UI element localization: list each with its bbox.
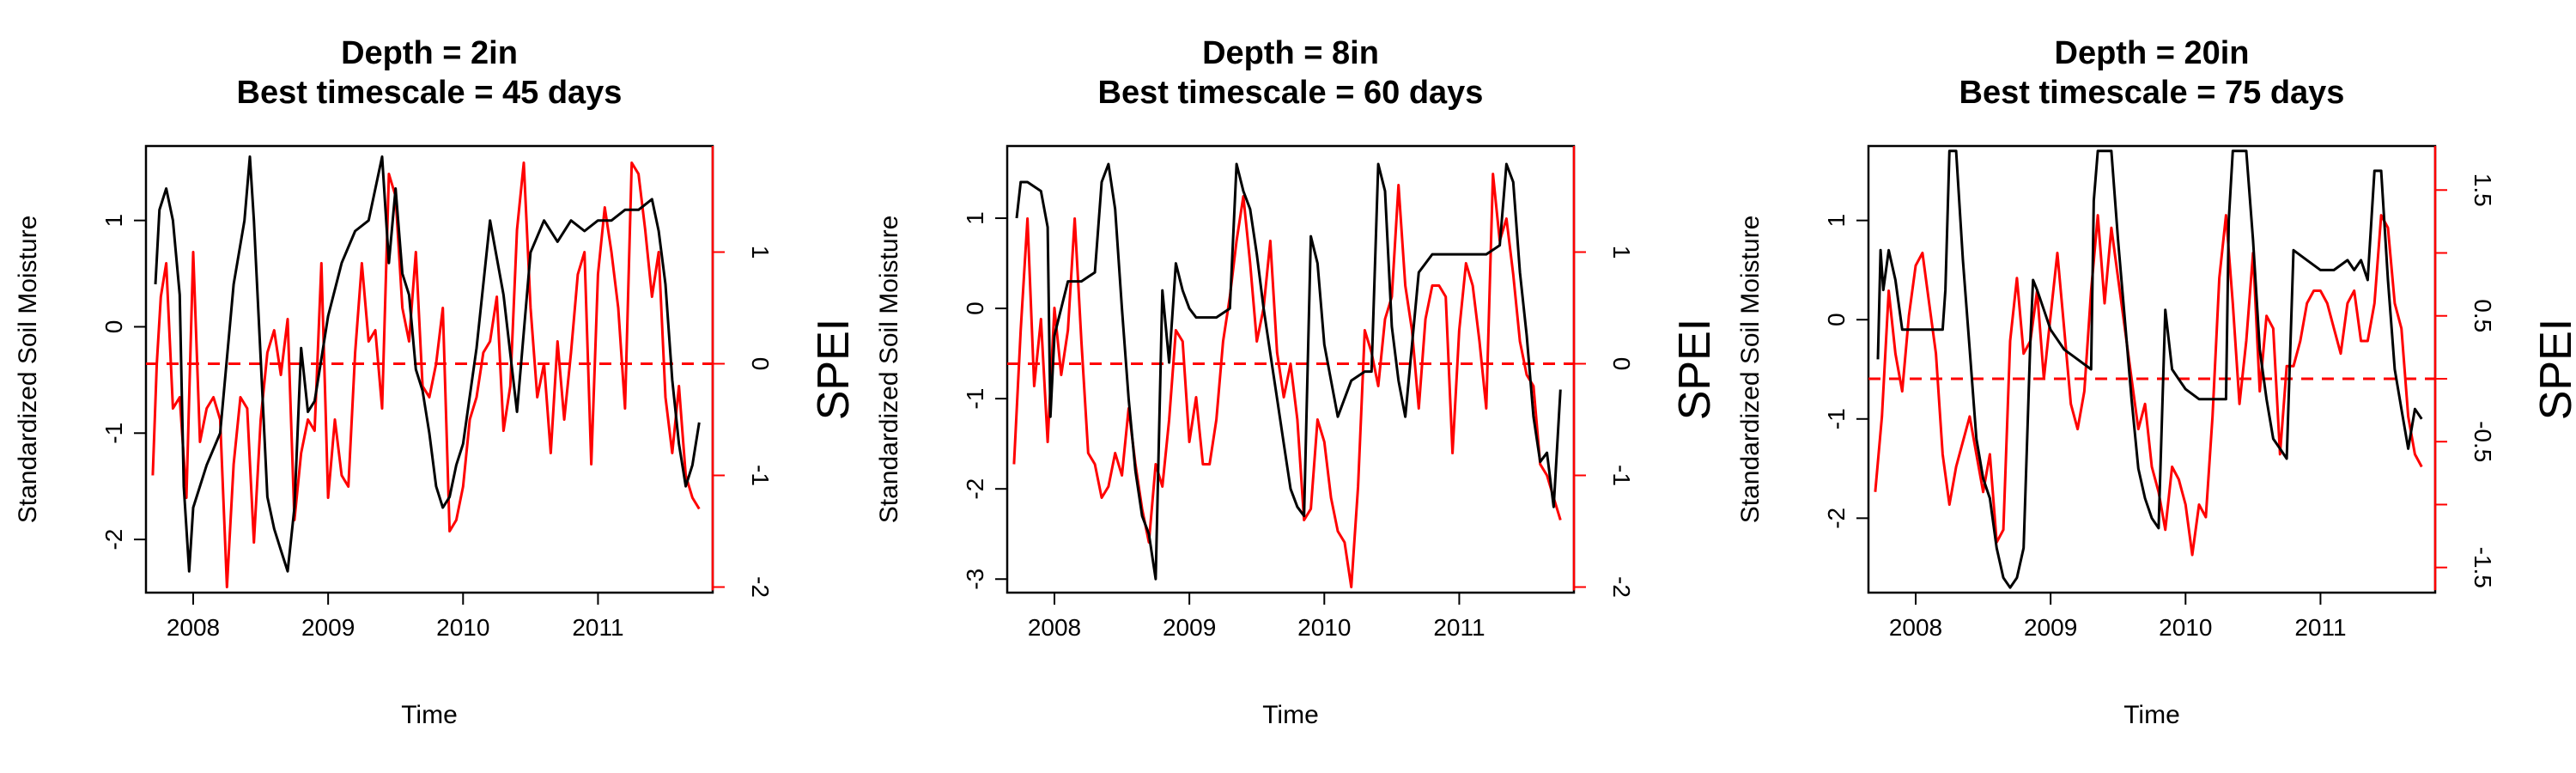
y-axis-title-left: Standardized Soil Moisture [14, 216, 42, 524]
y-left-tick-label: 1 [1823, 214, 1850, 228]
x-tick-label: 2010 [436, 614, 489, 641]
y-right-tick-label: -0.5 [2470, 421, 2496, 462]
x-axis-title: Time [1262, 701, 1319, 729]
y-left-tick-label: 1 [962, 211, 988, 225]
spei-series-line [1874, 214, 2423, 557]
panel-title-line-2: Best timescale = 45 days [237, 75, 623, 111]
y-right-tick-label: -1.5 [2470, 547, 2496, 588]
x-tick-label: 2011 [2294, 614, 2346, 641]
y-right-tick-label: -1 [1608, 465, 1635, 486]
y-axis-title-left: Standardized Soil Moisture [1736, 216, 1765, 524]
x-tick-label: 2008 [167, 614, 220, 641]
spei-series-layer [151, 161, 701, 588]
panel-title-line-1: Depth = 8in [1202, 35, 1379, 71]
y-left-tick-label: 0 [100, 320, 127, 334]
y-left-tick-label: -1 [962, 388, 988, 410]
y-axis-title-right: SPEI [2531, 319, 2576, 421]
y-left-tick-label: -3 [962, 569, 988, 590]
panel-depth-2in: Depth = 2in Best timescale = 45 days Tim… [14, 35, 859, 729]
panel-title-line-1: Depth = 2in [341, 35, 518, 71]
spei-series-line [1012, 173, 1562, 588]
soil-moisture-series-line [1015, 162, 1562, 581]
y-left-tick-label: -1 [1823, 408, 1850, 429]
x-tick-label: 2009 [1163, 614, 1216, 641]
y-right-tick-label: -2 [1608, 576, 1635, 598]
soil-moisture-series-line [1876, 149, 2423, 589]
y-right-tick-label: 0.5 [2470, 299, 2496, 332]
y-left-tick-label: 1 [100, 214, 127, 228]
y-left-tick-label: 0 [1823, 313, 1850, 326]
x-axis-title: Time [401, 701, 458, 729]
panel-title-line-2: Best timescale = 75 days [1959, 75, 2345, 111]
y-left-tick-label: -2 [1823, 508, 1850, 529]
x-tick-label: 2010 [1297, 614, 1351, 641]
x-axis-title: Time [2123, 701, 2180, 729]
y-right-tick-label: 0 [747, 357, 774, 371]
x-tick-label: 2011 [572, 614, 623, 641]
x-tick-label: 2009 [2024, 614, 2077, 641]
y-axis-title-left: Standardized Soil Moisture [875, 216, 903, 524]
soil-moisture-series-line [154, 155, 701, 573]
y-right-tick-label: -1 [747, 465, 774, 486]
y-right-tick-label: -2 [747, 576, 774, 598]
x-tick-label: 2010 [2159, 614, 2212, 641]
panel-title-line-1: Depth = 20in [2055, 35, 2250, 71]
axes-layer: 2008 2009 2010 2011 -2 -1 0 1 -1.5 -0.5 0.5 1.5 [1823, 144, 2496, 641]
soil-series-layer [154, 155, 701, 573]
y-axis-title-right: SPEI [1670, 319, 1720, 421]
y-right-tick-label: 1 [747, 246, 774, 259]
y-right-tick-label: 0 [1608, 357, 1635, 371]
panel-title-line-2: Best timescale = 60 days [1098, 75, 1484, 111]
spei-series-line [151, 161, 701, 588]
axes-layer: 2008 2009 2010 2011 -3 -2 -1 0 1 -2 -1 0 1 [962, 144, 1635, 641]
panel-depth-20in: Depth = 20in Best timescale = 75 days Ti… [1736, 35, 2576, 729]
y-axis-title-right: SPEI [809, 319, 859, 421]
y-left-tick-label: -1 [100, 423, 127, 444]
x-tick-label: 2008 [1889, 614, 1942, 641]
soil-series-layer [1015, 162, 1562, 581]
x-tick-label: 2009 [301, 614, 355, 641]
y-left-tick-label: -2 [962, 478, 988, 500]
y-right-tick-label: 1.5 [2470, 173, 2496, 207]
spei-series-layer [1874, 214, 2423, 557]
axes-layer: 2008 2009 2010 2011 -2 -1 0 1 -2 -1 0 1 [100, 144, 774, 641]
y-right-tick-label: 1 [1608, 246, 1635, 259]
panel-depth-8in: Depth = 8in Best timescale = 60 days Tim… [875, 35, 1720, 729]
y-left-tick-label: 0 [962, 301, 988, 315]
x-tick-label: 2008 [1028, 614, 1081, 641]
spei-series-layer [1012, 173, 1562, 588]
x-tick-label: 2011 [1433, 614, 1485, 641]
y-left-tick-label: -2 [100, 529, 127, 551]
soil-series-layer [1876, 149, 2423, 589]
